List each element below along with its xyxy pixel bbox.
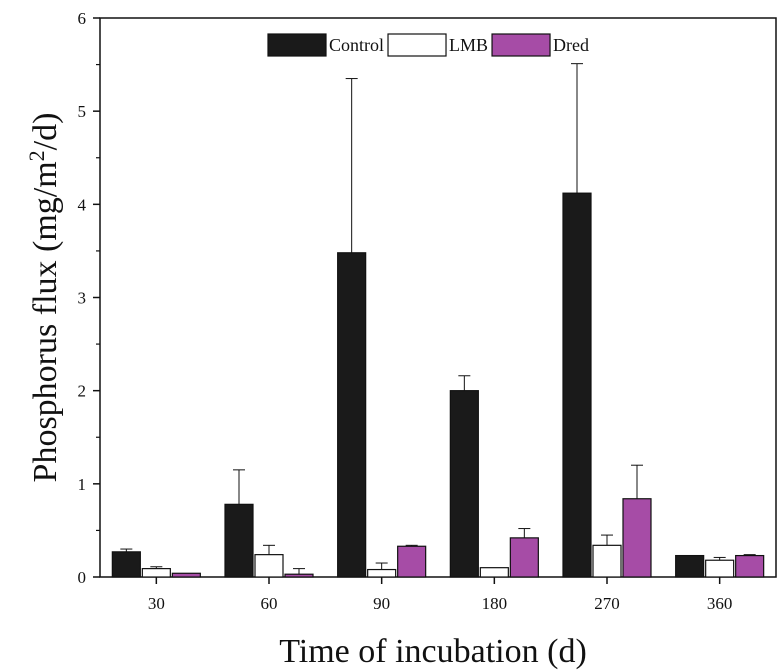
- bar-control: [562, 192, 592, 578]
- bar-dred: [284, 573, 314, 578]
- y-tick-label: 5: [78, 102, 87, 121]
- y-tick-label: 0: [78, 568, 87, 587]
- x-tick-label: 90: [373, 594, 390, 613]
- bar-control: [224, 503, 254, 578]
- y-tick-label: 4: [78, 195, 87, 214]
- bar-dred: [509, 537, 539, 578]
- legend-swatch-control: [267, 33, 327, 57]
- bar-dred: [171, 572, 201, 578]
- bar-control: [675, 554, 705, 578]
- legend-swatch-dred: [491, 33, 551, 57]
- legend-label-lmb: LMB: [449, 35, 488, 55]
- bar-lmb: [141, 568, 171, 578]
- plot-frame: [99, 17, 777, 578]
- x-tick-label: 270: [594, 594, 620, 613]
- legend-label-dred: Dred: [553, 35, 589, 55]
- bar-dred: [622, 498, 652, 578]
- y-tick-label: 3: [78, 289, 87, 308]
- x-tick-label: 360: [707, 594, 733, 613]
- y-tick-label: 1: [78, 475, 87, 494]
- bar-dred: [397, 545, 427, 578]
- bar-lmb: [367, 568, 397, 578]
- x-axis-title: Time of incubation (d): [279, 633, 587, 670]
- bar-lmb: [592, 544, 622, 578]
- x-tick-label: 30: [148, 594, 165, 613]
- x-tick-label: 60: [261, 594, 278, 613]
- bar-control: [111, 551, 141, 578]
- y-tick-label: 2: [78, 382, 87, 401]
- legend-label-control: Control: [329, 35, 384, 55]
- bar-lmb: [705, 559, 735, 578]
- bar-lmb: [254, 554, 284, 578]
- y-tick-label: 6: [78, 9, 87, 28]
- y-axis-title: Phosphorus flux (mg/m2/d): [24, 113, 64, 483]
- bar-lmb: [479, 567, 509, 578]
- bar-dred: [735, 554, 765, 578]
- legend-swatch-lmb: [387, 33, 447, 57]
- bar-control: [337, 252, 367, 578]
- x-tick-label: 180: [482, 594, 508, 613]
- bar-control: [449, 390, 479, 578]
